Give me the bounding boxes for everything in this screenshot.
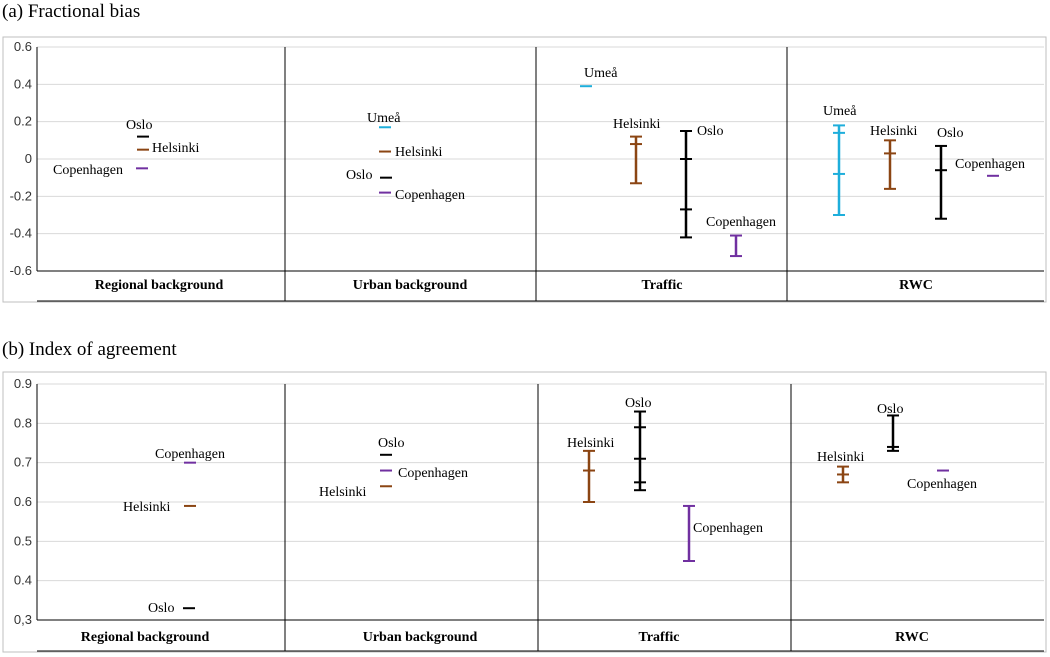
city-label-copenhagen-urban-background: Copenhagen: [395, 188, 465, 203]
y-tick-label: -0.4: [10, 226, 32, 241]
y-tick-label: 0.8: [14, 415, 32, 430]
category-label-regional-background: Regional background: [81, 630, 210, 645]
city-label-helsinki-urban-background: Helsinki: [395, 145, 443, 160]
y-tick-label: 0.9: [14, 376, 32, 391]
city-label-oslo-urban-background: Oslo: [378, 436, 404, 451]
city-label-umea-traffic: Umeå: [584, 66, 618, 81]
city-label-helsinki-traffic: Helsinki: [613, 117, 661, 132]
city-label-helsinki-traffic: Helsinki: [567, 436, 615, 451]
city-label-oslo-urban-background: Oslo: [346, 168, 372, 183]
panel-b-title: (b) Index of agreement: [2, 339, 177, 360]
category-label-traffic: Traffic: [639, 630, 680, 645]
category-label-urban-background: Urban background: [363, 630, 478, 645]
city-label-copenhagen-regional-background: Copenhagen: [155, 447, 225, 462]
city-label-copenhagen-traffic: Copenhagen: [706, 215, 776, 230]
city-label-oslo-traffic: Oslo: [697, 124, 723, 139]
city-label-copenhagen-regional-background: Copenhagen: [53, 163, 123, 178]
city-label-copenhagen-traffic: Copenhagen: [693, 521, 763, 536]
y-tick-label: 0: [25, 151, 32, 166]
city-label-umea-urban-background: Umeå: [367, 111, 401, 126]
city-label-umea-rwc: Umeå: [823, 104, 857, 119]
city-label-copenhagen-rwc: Copenhagen: [907, 477, 977, 492]
city-label-helsinki-regional-background: Helsinki: [152, 141, 200, 156]
city-label-helsinki-urban-background: Helsinki: [319, 485, 367, 500]
y-tick-label: -0.2: [10, 188, 32, 203]
city-label-oslo-traffic: Oslo: [625, 396, 651, 411]
y-tick-label: 0,3: [14, 612, 32, 627]
y-tick-label: -0.6: [10, 263, 32, 278]
category-label-traffic: Traffic: [642, 278, 683, 293]
panel-a-title: (a) Fractional bias: [2, 1, 140, 22]
city-label-helsinki-rwc: Helsinki: [870, 124, 918, 139]
panel-a-fractional-bias: -0.6 -0.4 -0.2 0 0.2 0.4 0.6 Regional backgroun…: [2, 36, 1047, 303]
panel-border: [2, 36, 1047, 303]
city-label-copenhagen-rwc: Copenhagen: [955, 157, 1025, 172]
y-tick-label: 0.6: [14, 39, 32, 54]
category-label-rwc: RWC: [899, 278, 933, 293]
category-label-urban-background: Urban background: [353, 278, 468, 293]
city-label-copenhagen-urban-background: Copenhagen: [398, 466, 468, 481]
panel-b-index-of-agreement: 0,3 0.4 0.5 0.6 0.7 0.8 0.9 Regional background…: [2, 371, 1047, 653]
y-tick-label: 0.6: [14, 494, 32, 509]
city-label-helsinki-regional-background: Helsinki: [123, 500, 171, 515]
city-label-oslo-regional-background: Oslo: [126, 118, 152, 133]
y-tick-label: 0.5: [14, 533, 32, 548]
y-tick-label: 0.7: [14, 455, 32, 470]
y-tick-label: 0.4: [14, 573, 32, 588]
city-label-oslo-regional-background: Oslo: [148, 601, 174, 616]
y-tick-label: 0.4: [14, 76, 32, 91]
category-label-regional-background: Regional background: [95, 278, 224, 293]
city-label-oslo-rwc: Oslo: [937, 126, 963, 141]
city-label-helsinki-rwc: Helsinki: [817, 450, 865, 465]
panel-border: [2, 371, 1047, 653]
category-label-rwc: RWC: [895, 630, 929, 645]
city-label-oslo-rwc: Oslo: [877, 402, 903, 417]
y-tick-label: 0.2: [14, 114, 32, 129]
